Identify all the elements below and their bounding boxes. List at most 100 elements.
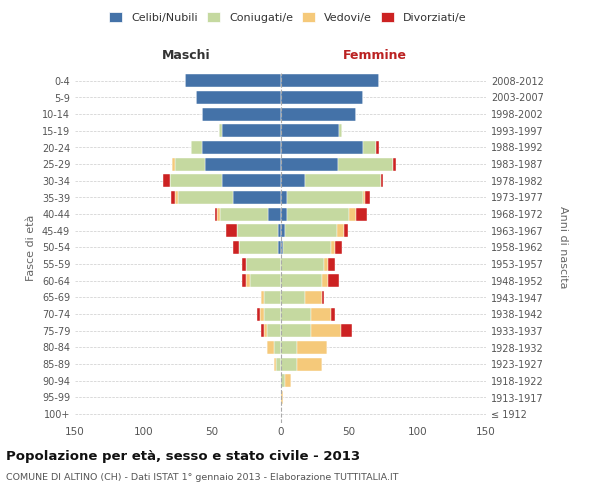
- Bar: [246, 274, 250, 287]
- Bar: [267, 324, 281, 338]
- Bar: [305, 291, 322, 304]
- Bar: [170, 174, 221, 188]
- Bar: [215, 208, 217, 220]
- Bar: [331, 241, 335, 254]
- Bar: [264, 324, 267, 338]
- Bar: [281, 324, 311, 338]
- Bar: [171, 191, 175, 204]
- Bar: [196, 91, 281, 104]
- Bar: [246, 258, 281, 270]
- Bar: [284, 224, 337, 237]
- Bar: [277, 358, 281, 370]
- Bar: [297, 358, 322, 370]
- Bar: [278, 241, 281, 254]
- Bar: [340, 124, 342, 138]
- Bar: [338, 158, 393, 170]
- Bar: [281, 391, 283, 404]
- Bar: [281, 224, 284, 237]
- Bar: [191, 141, 202, 154]
- Text: Femmine: Femmine: [343, 49, 407, 62]
- Bar: [297, 341, 327, 354]
- Bar: [328, 274, 340, 287]
- Bar: [264, 291, 281, 304]
- Bar: [311, 308, 331, 320]
- Bar: [233, 191, 281, 204]
- Bar: [178, 191, 233, 204]
- Text: Popolazione per età, sesso e stato civile - 2013: Popolazione per età, sesso e stato civil…: [6, 450, 360, 463]
- Bar: [262, 291, 264, 304]
- Bar: [287, 191, 363, 204]
- Bar: [219, 124, 221, 138]
- Bar: [356, 208, 367, 220]
- Bar: [376, 141, 379, 154]
- Bar: [242, 258, 246, 270]
- Bar: [287, 208, 349, 220]
- Bar: [267, 341, 274, 354]
- Bar: [274, 358, 277, 370]
- Legend: Celibi/Nubili, Coniugati/e, Vedovi/e, Divorziati/e: Celibi/Nubili, Coniugati/e, Vedovi/e, Di…: [105, 8, 471, 28]
- Bar: [365, 191, 370, 204]
- Bar: [363, 141, 376, 154]
- Bar: [221, 124, 281, 138]
- Y-axis label: Fasce di età: Fasce di età: [26, 214, 36, 280]
- Bar: [217, 208, 220, 220]
- Bar: [281, 174, 305, 188]
- Bar: [281, 108, 356, 120]
- Bar: [344, 224, 347, 237]
- Bar: [335, 241, 342, 254]
- Bar: [221, 174, 281, 188]
- Bar: [349, 208, 356, 220]
- Bar: [281, 74, 379, 88]
- Bar: [172, 158, 175, 170]
- Bar: [250, 274, 281, 287]
- Bar: [341, 324, 352, 338]
- Y-axis label: Anni di nascita: Anni di nascita: [557, 206, 568, 288]
- Bar: [233, 241, 239, 254]
- Bar: [322, 274, 328, 287]
- Bar: [202, 108, 281, 120]
- Text: Maschi: Maschi: [161, 49, 210, 62]
- Bar: [262, 324, 264, 338]
- Bar: [281, 191, 287, 204]
- Bar: [363, 191, 365, 204]
- Bar: [305, 174, 380, 188]
- Bar: [281, 291, 305, 304]
- Bar: [281, 358, 297, 370]
- Bar: [281, 141, 363, 154]
- Bar: [283, 241, 331, 254]
- Bar: [311, 324, 341, 338]
- Bar: [325, 258, 328, 270]
- Bar: [257, 308, 260, 320]
- Bar: [163, 174, 170, 188]
- Bar: [281, 274, 322, 287]
- Bar: [281, 208, 287, 220]
- Bar: [281, 91, 363, 104]
- Bar: [281, 241, 283, 254]
- Bar: [380, 174, 383, 188]
- Bar: [264, 308, 281, 320]
- Bar: [281, 258, 325, 270]
- Bar: [185, 74, 281, 88]
- Bar: [242, 274, 246, 287]
- Bar: [278, 224, 281, 237]
- Bar: [281, 374, 284, 388]
- Bar: [175, 158, 205, 170]
- Text: COMUNE DI ALTINO (CH) - Dati ISTAT 1° gennaio 2013 - Elaborazione TUTTITALIA.IT: COMUNE DI ALTINO (CH) - Dati ISTAT 1° ge…: [6, 472, 398, 482]
- Bar: [220, 208, 268, 220]
- Bar: [202, 141, 281, 154]
- Bar: [328, 258, 335, 270]
- Bar: [281, 308, 311, 320]
- Bar: [239, 241, 278, 254]
- Bar: [331, 308, 335, 320]
- Bar: [260, 308, 264, 320]
- Bar: [281, 158, 338, 170]
- Bar: [281, 124, 340, 138]
- Bar: [175, 191, 178, 204]
- Bar: [393, 158, 395, 170]
- Bar: [205, 158, 281, 170]
- Bar: [236, 224, 278, 237]
- Bar: [274, 341, 281, 354]
- Bar: [281, 341, 297, 354]
- Bar: [284, 374, 292, 388]
- Bar: [226, 224, 236, 237]
